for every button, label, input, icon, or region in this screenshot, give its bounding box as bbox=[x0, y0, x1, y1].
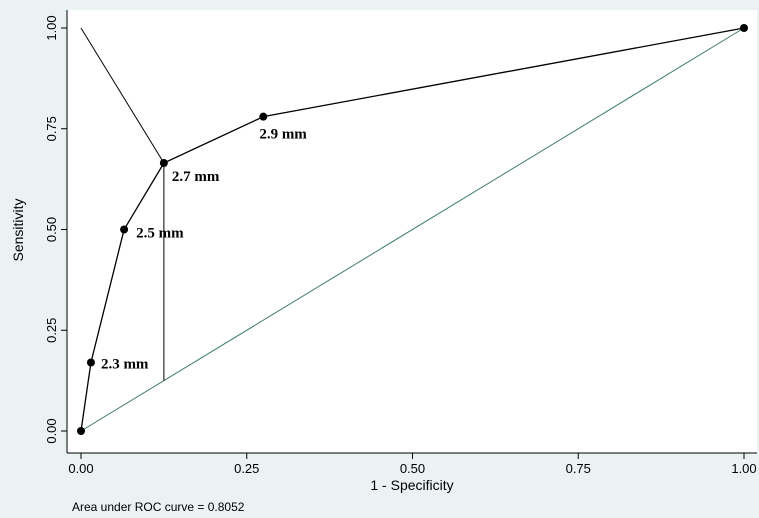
auc-note: Area under ROC curve = 0.8052 bbox=[72, 500, 245, 514]
axes: 0.00 0.25 0.50 0.75 1.00 0.00 0.25 0.50 0.75 1.00 bbox=[44, 10, 757, 476]
y-tick-label: 0.00 bbox=[44, 418, 59, 443]
point-label: 2.3 mm bbox=[101, 356, 149, 372]
point-label: 2.5 mm bbox=[136, 226, 184, 242]
data-point bbox=[86, 358, 95, 367]
x-tick-label: 0.50 bbox=[400, 461, 425, 476]
x-tick-label: 0.25 bbox=[234, 461, 259, 476]
plot-area bbox=[67, 10, 757, 453]
lines bbox=[80, 27, 745, 432]
y-tick-label: 1.00 bbox=[44, 15, 59, 40]
roc-curve bbox=[80, 27, 745, 432]
y-tick-label: 0.75 bbox=[44, 116, 59, 141]
data-point bbox=[740, 24, 748, 32]
x-tick-label: 0.75 bbox=[566, 461, 591, 476]
points bbox=[77, 24, 748, 435]
x-axis-title: 1 - Specificity bbox=[370, 477, 453, 493]
reference-line bbox=[80, 27, 745, 432]
y-tick-label: 0.50 bbox=[44, 217, 59, 242]
y-tick-label: 0.25 bbox=[44, 318, 59, 343]
data-point bbox=[77, 427, 85, 435]
x-tick-label: 1.00 bbox=[731, 461, 756, 476]
labels: 2.3 mm 2.5 mm 2.7 mm 2.9 mm bbox=[101, 127, 307, 373]
data-point bbox=[259, 112, 268, 121]
x-tick-label: 0.00 bbox=[68, 461, 93, 476]
optimal-cut-line bbox=[80, 27, 165, 164]
data-point bbox=[159, 159, 168, 168]
point-label: 2.9 mm bbox=[259, 127, 307, 143]
point-label: 2.7 mm bbox=[172, 169, 220, 185]
data-point bbox=[120, 225, 129, 234]
y-axis-title: Sensitivity bbox=[10, 198, 26, 261]
